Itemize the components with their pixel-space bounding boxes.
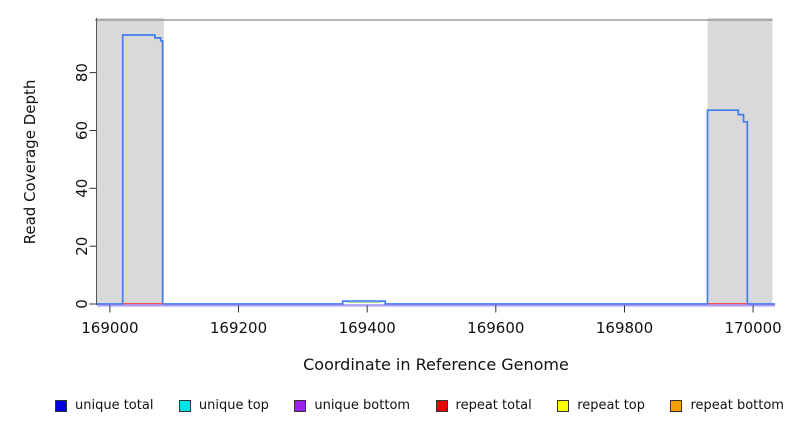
x-tick-label: 169400: [339, 319, 396, 337]
x-tick-label: 169000: [81, 319, 138, 337]
legend-item-repeat-bottom: repeat bottom: [670, 398, 784, 413]
y-tick-label: 60: [73, 121, 91, 140]
x-tick-label: 169600: [467, 319, 524, 337]
shaded-repeat-region: [707, 18, 773, 304]
legend: unique total unique top unique bottom repea…: [55, 398, 784, 413]
legend-item-unique-top: unique top: [178, 398, 269, 413]
legend-item-repeat-total: repeat total: [435, 398, 532, 413]
legend-swatch-icon: [670, 399, 683, 412]
legend-item-repeat-top: repeat top: [557, 398, 645, 413]
y-axis: 0 20 40 60 80: [73, 18, 97, 309]
shaded-repeat-region: [97, 18, 164, 304]
y-tick-label: 80: [73, 63, 91, 82]
x-tick-label: 169200: [210, 319, 267, 337]
y-axis-title: Read Coverage Depth: [21, 79, 39, 245]
legend-swatch-icon: [294, 399, 307, 412]
legend-label: repeat top: [577, 398, 645, 413]
y-tick-label: 40: [73, 179, 91, 198]
legend-swatch-icon: [55, 399, 67, 412]
x-tick-label: 169800: [596, 319, 653, 337]
legend-swatch-icon: [178, 399, 191, 412]
legend-label: unique top: [198, 398, 269, 413]
legend-item-unique-total: unique total: [55, 398, 153, 413]
y-tick-label: 20: [73, 237, 91, 256]
legend-label: repeat total: [455, 398, 532, 413]
x-axis: 169000 169200 169400 169600 169800 170000: [81, 305, 782, 337]
x-tick-label: 170000: [724, 319, 781, 337]
x-axis-title: Coordinate in Reference Genome: [303, 355, 569, 374]
series-unique-total: [97, 34, 775, 305]
legend-swatch-icon: [435, 399, 448, 412]
y-tick-label: 0: [73, 299, 91, 309]
legend-item-unique-bottom: unique bottom: [294, 398, 410, 413]
legend-label: unique total: [75, 398, 154, 413]
legend-swatch-icon: [557, 399, 570, 412]
legend-label: repeat bottom: [690, 398, 784, 413]
legend-label: unique bottom: [314, 398, 411, 413]
